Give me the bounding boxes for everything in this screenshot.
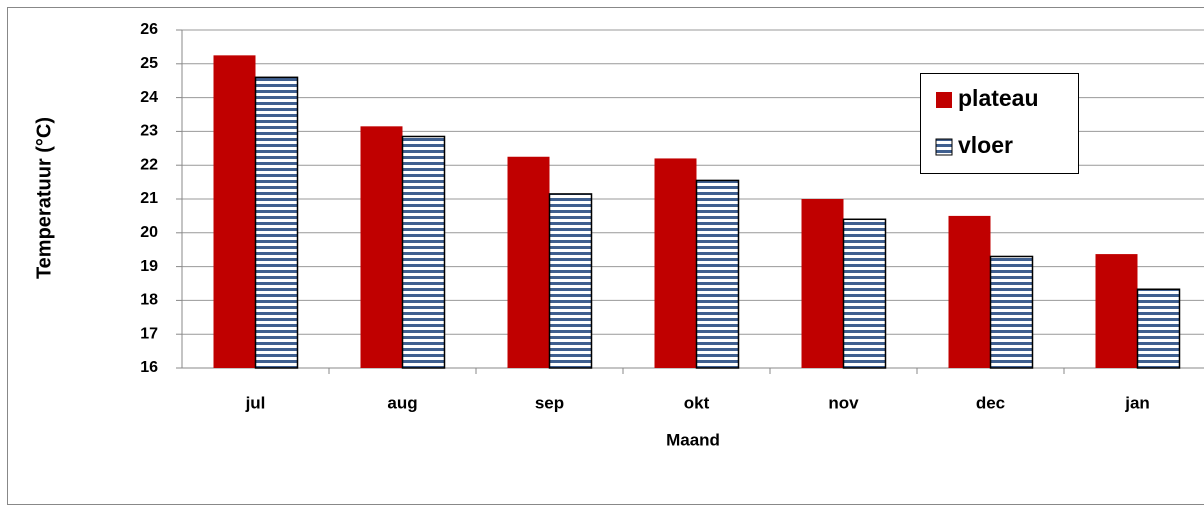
x-tick-label: dec — [976, 393, 1005, 412]
bar — [948, 215, 991, 368]
legend-label: plateau — [958, 85, 1039, 111]
legend-swatch — [936, 92, 952, 108]
legend-box — [920, 73, 1079, 174]
y-tick-label: 16 — [140, 359, 158, 376]
y-axis-label: Temperatuur (°C) — [33, 117, 55, 279]
y-tick-label: 19 — [140, 258, 158, 275]
y-tick-label: 17 — [140, 325, 158, 342]
bar — [213, 55, 256, 368]
x-tick-label: okt — [684, 393, 710, 412]
y-tick-label: 24 — [140, 89, 158, 106]
y-tick-label: 18 — [140, 292, 158, 309]
x-tick-label: jan — [1124, 393, 1150, 412]
bar — [507, 156, 550, 368]
bar — [989, 255, 1034, 369]
bar — [1095, 254, 1138, 368]
bar — [360, 126, 403, 368]
bar — [1136, 288, 1181, 369]
y-tick-label: 22 — [140, 156, 158, 173]
bar — [842, 218, 887, 369]
x-tick-label: nov — [828, 393, 859, 412]
legend-swatch — [935, 138, 953, 156]
y-tick-label: 25 — [140, 55, 158, 72]
y-tick-label: 23 — [140, 123, 158, 140]
x-tick-label: jul — [245, 393, 266, 412]
y-tick-label: 20 — [140, 224, 158, 241]
bar — [254, 76, 299, 369]
legend: plateau vloer — [920, 73, 1079, 174]
y-tick-label: 21 — [140, 190, 158, 207]
x-axis-label: Maand — [666, 430, 720, 449]
bar — [695, 179, 740, 369]
bar — [654, 158, 697, 368]
bar — [548, 193, 593, 369]
bar — [801, 199, 844, 368]
legend-label: vloer — [958, 132, 1013, 158]
bar — [401, 135, 446, 369]
y-tick-label: 26 — [140, 21, 158, 38]
x-tick-label: sep — [535, 393, 564, 412]
x-tick-label: aug — [387, 393, 417, 412]
